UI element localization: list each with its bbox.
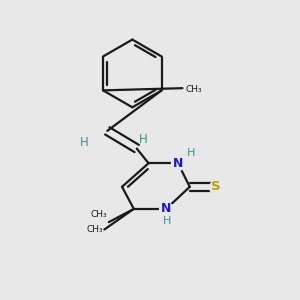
Text: H: H <box>139 133 148 146</box>
Text: N: N <box>161 202 171 215</box>
Text: H: H <box>186 148 195 158</box>
Text: H: H <box>163 216 171 226</box>
Text: CH₃: CH₃ <box>185 85 202 94</box>
Text: CH₃: CH₃ <box>91 210 107 219</box>
Text: S: S <box>212 180 221 193</box>
Text: H: H <box>80 136 89 149</box>
Text: N: N <box>173 157 183 170</box>
Text: CH₃: CH₃ <box>86 225 103 234</box>
